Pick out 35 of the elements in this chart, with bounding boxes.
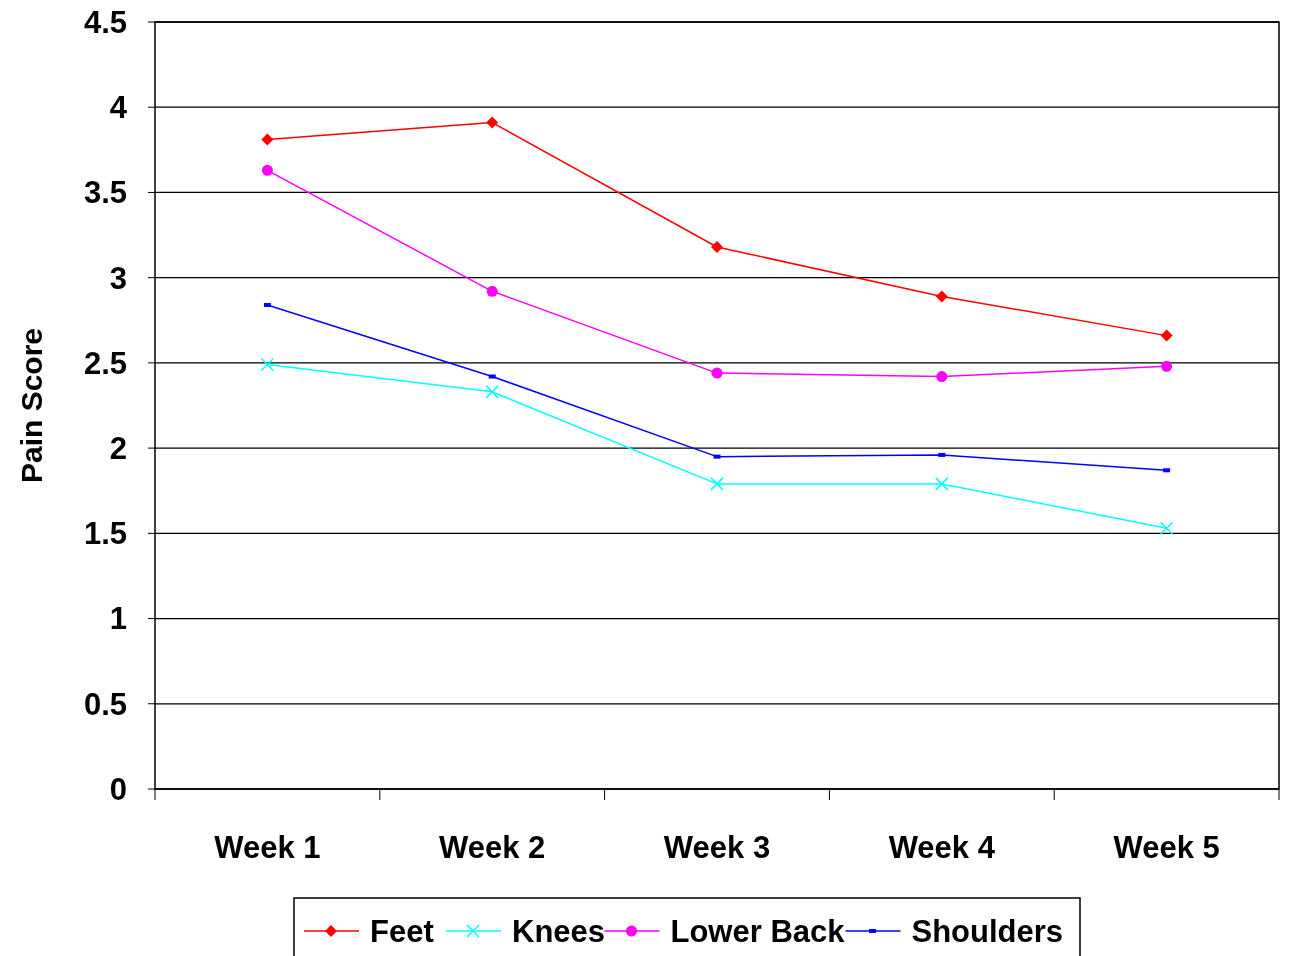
legend-label: Knees [512,913,606,949]
y-tick-label: 2.5 [83,345,127,381]
point [936,371,948,383]
y-tick-label: 1 [109,601,127,637]
y-tick-label: 4 [109,90,128,126]
x-tick-label: Week 4 [888,830,996,865]
y-tick-label: 0.5 [83,686,127,722]
legend-label: Feet [370,913,434,949]
point [261,164,273,176]
point [710,477,724,491]
point [935,290,948,303]
x-tick-label: Week 2 [439,830,546,865]
point [485,385,499,399]
x-tick-label: Week 1 [214,830,321,865]
y-tick-label: 4.5 [83,4,127,40]
point [486,285,498,297]
legend-label: Lower Back [670,913,846,949]
point [1159,521,1174,535]
legend-label: Shoulders [911,913,1064,949]
point [1161,360,1173,372]
y-tick-label: 2 [109,430,127,466]
y-axis-title: Pain Score [15,327,48,484]
x-tick-label: Week 3 [663,830,771,865]
y-tick-label: 3 [109,260,127,296]
point [711,240,723,253]
point [486,116,499,129]
y-tick-label: 3.5 [83,175,127,211]
point [261,133,274,146]
y-tick-label: 1.5 [83,516,127,552]
point [260,357,275,372]
x-tick-label: Week 5 [1113,830,1220,865]
point [711,367,723,379]
point [1160,329,1173,342]
point [935,477,949,491]
y-tick-label: 0 [109,771,127,807]
